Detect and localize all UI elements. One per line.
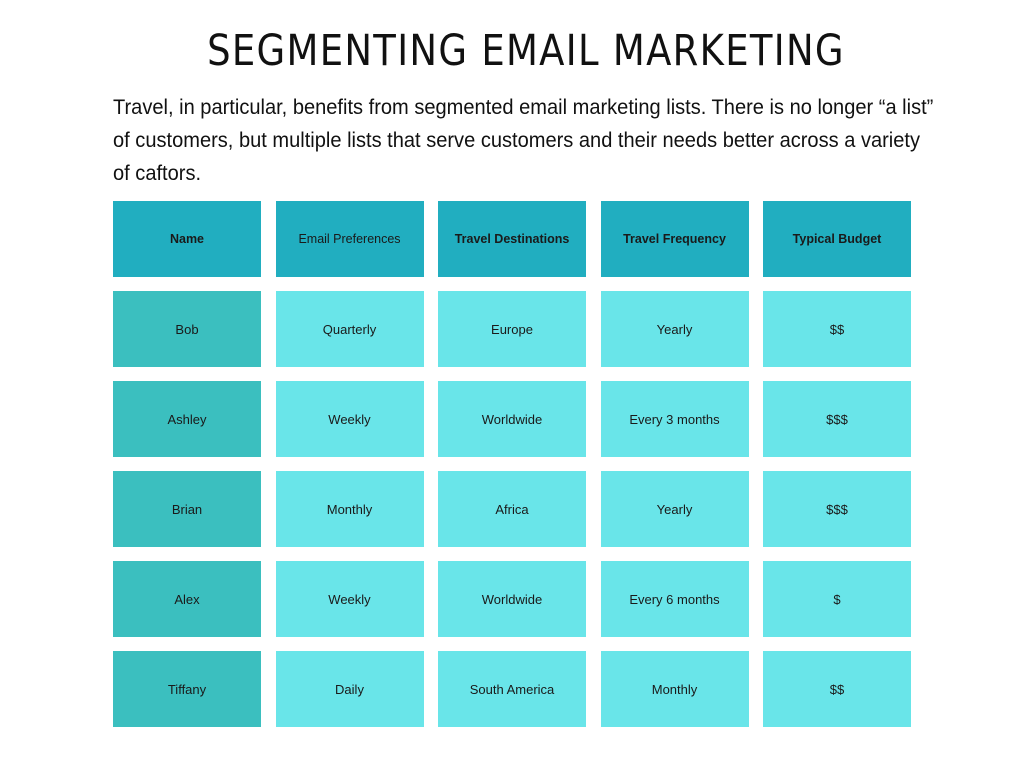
destination-cell: Worldwide bbox=[438, 561, 586, 637]
frequency-cell: Yearly bbox=[600, 471, 749, 547]
page-title: SEGMENTING EMAIL MARKETING bbox=[207, 26, 845, 76]
intro-paragraph: Travel, in particular, benefits from seg… bbox=[113, 96, 934, 185]
email-preference-cell: Weekly bbox=[275, 561, 424, 637]
email-preference-cell: Daily bbox=[275, 651, 424, 727]
email-preference-cell: Quarterly bbox=[275, 291, 424, 367]
header-email-preferences: Email Preferences bbox=[275, 201, 424, 277]
destination-cell: Worldwide bbox=[438, 381, 586, 457]
budget-cell: $$$ bbox=[763, 471, 911, 547]
destination-cell: Africa bbox=[438, 471, 586, 547]
header-travel-destinations: Travel Destinations bbox=[438, 201, 586, 277]
row-name-cell: Alex bbox=[113, 561, 261, 637]
email-preference-cell: Weekly bbox=[275, 381, 424, 457]
header-travel-frequency: Travel Frequency bbox=[600, 201, 749, 277]
row-name-cell: Brian bbox=[113, 471, 261, 547]
budget-cell: $$ bbox=[763, 651, 911, 727]
frequency-cell: Monthly bbox=[600, 651, 749, 727]
row-name-cell: Ashley bbox=[113, 381, 261, 457]
destination-cell: South America bbox=[438, 651, 586, 727]
header-typical-budget: Typical Budget bbox=[763, 201, 911, 277]
budget-cell: $ bbox=[763, 561, 911, 637]
budget-cell: $$$ bbox=[763, 381, 911, 457]
frequency-cell: Yearly bbox=[600, 291, 749, 367]
segments-table: Name Email Preferences Travel Destinatio… bbox=[113, 201, 911, 727]
destination-cell: Europe bbox=[438, 291, 586, 367]
row-name-cell: Bob bbox=[113, 291, 261, 367]
row-name-cell: Tiffany bbox=[113, 651, 261, 727]
email-preference-cell: Monthly bbox=[275, 471, 424, 547]
frequency-cell: Every 6 months bbox=[600, 561, 749, 637]
budget-cell: $$ bbox=[763, 291, 911, 367]
frequency-cell: Every 3 months bbox=[600, 381, 749, 457]
header-name: Name bbox=[113, 201, 261, 277]
